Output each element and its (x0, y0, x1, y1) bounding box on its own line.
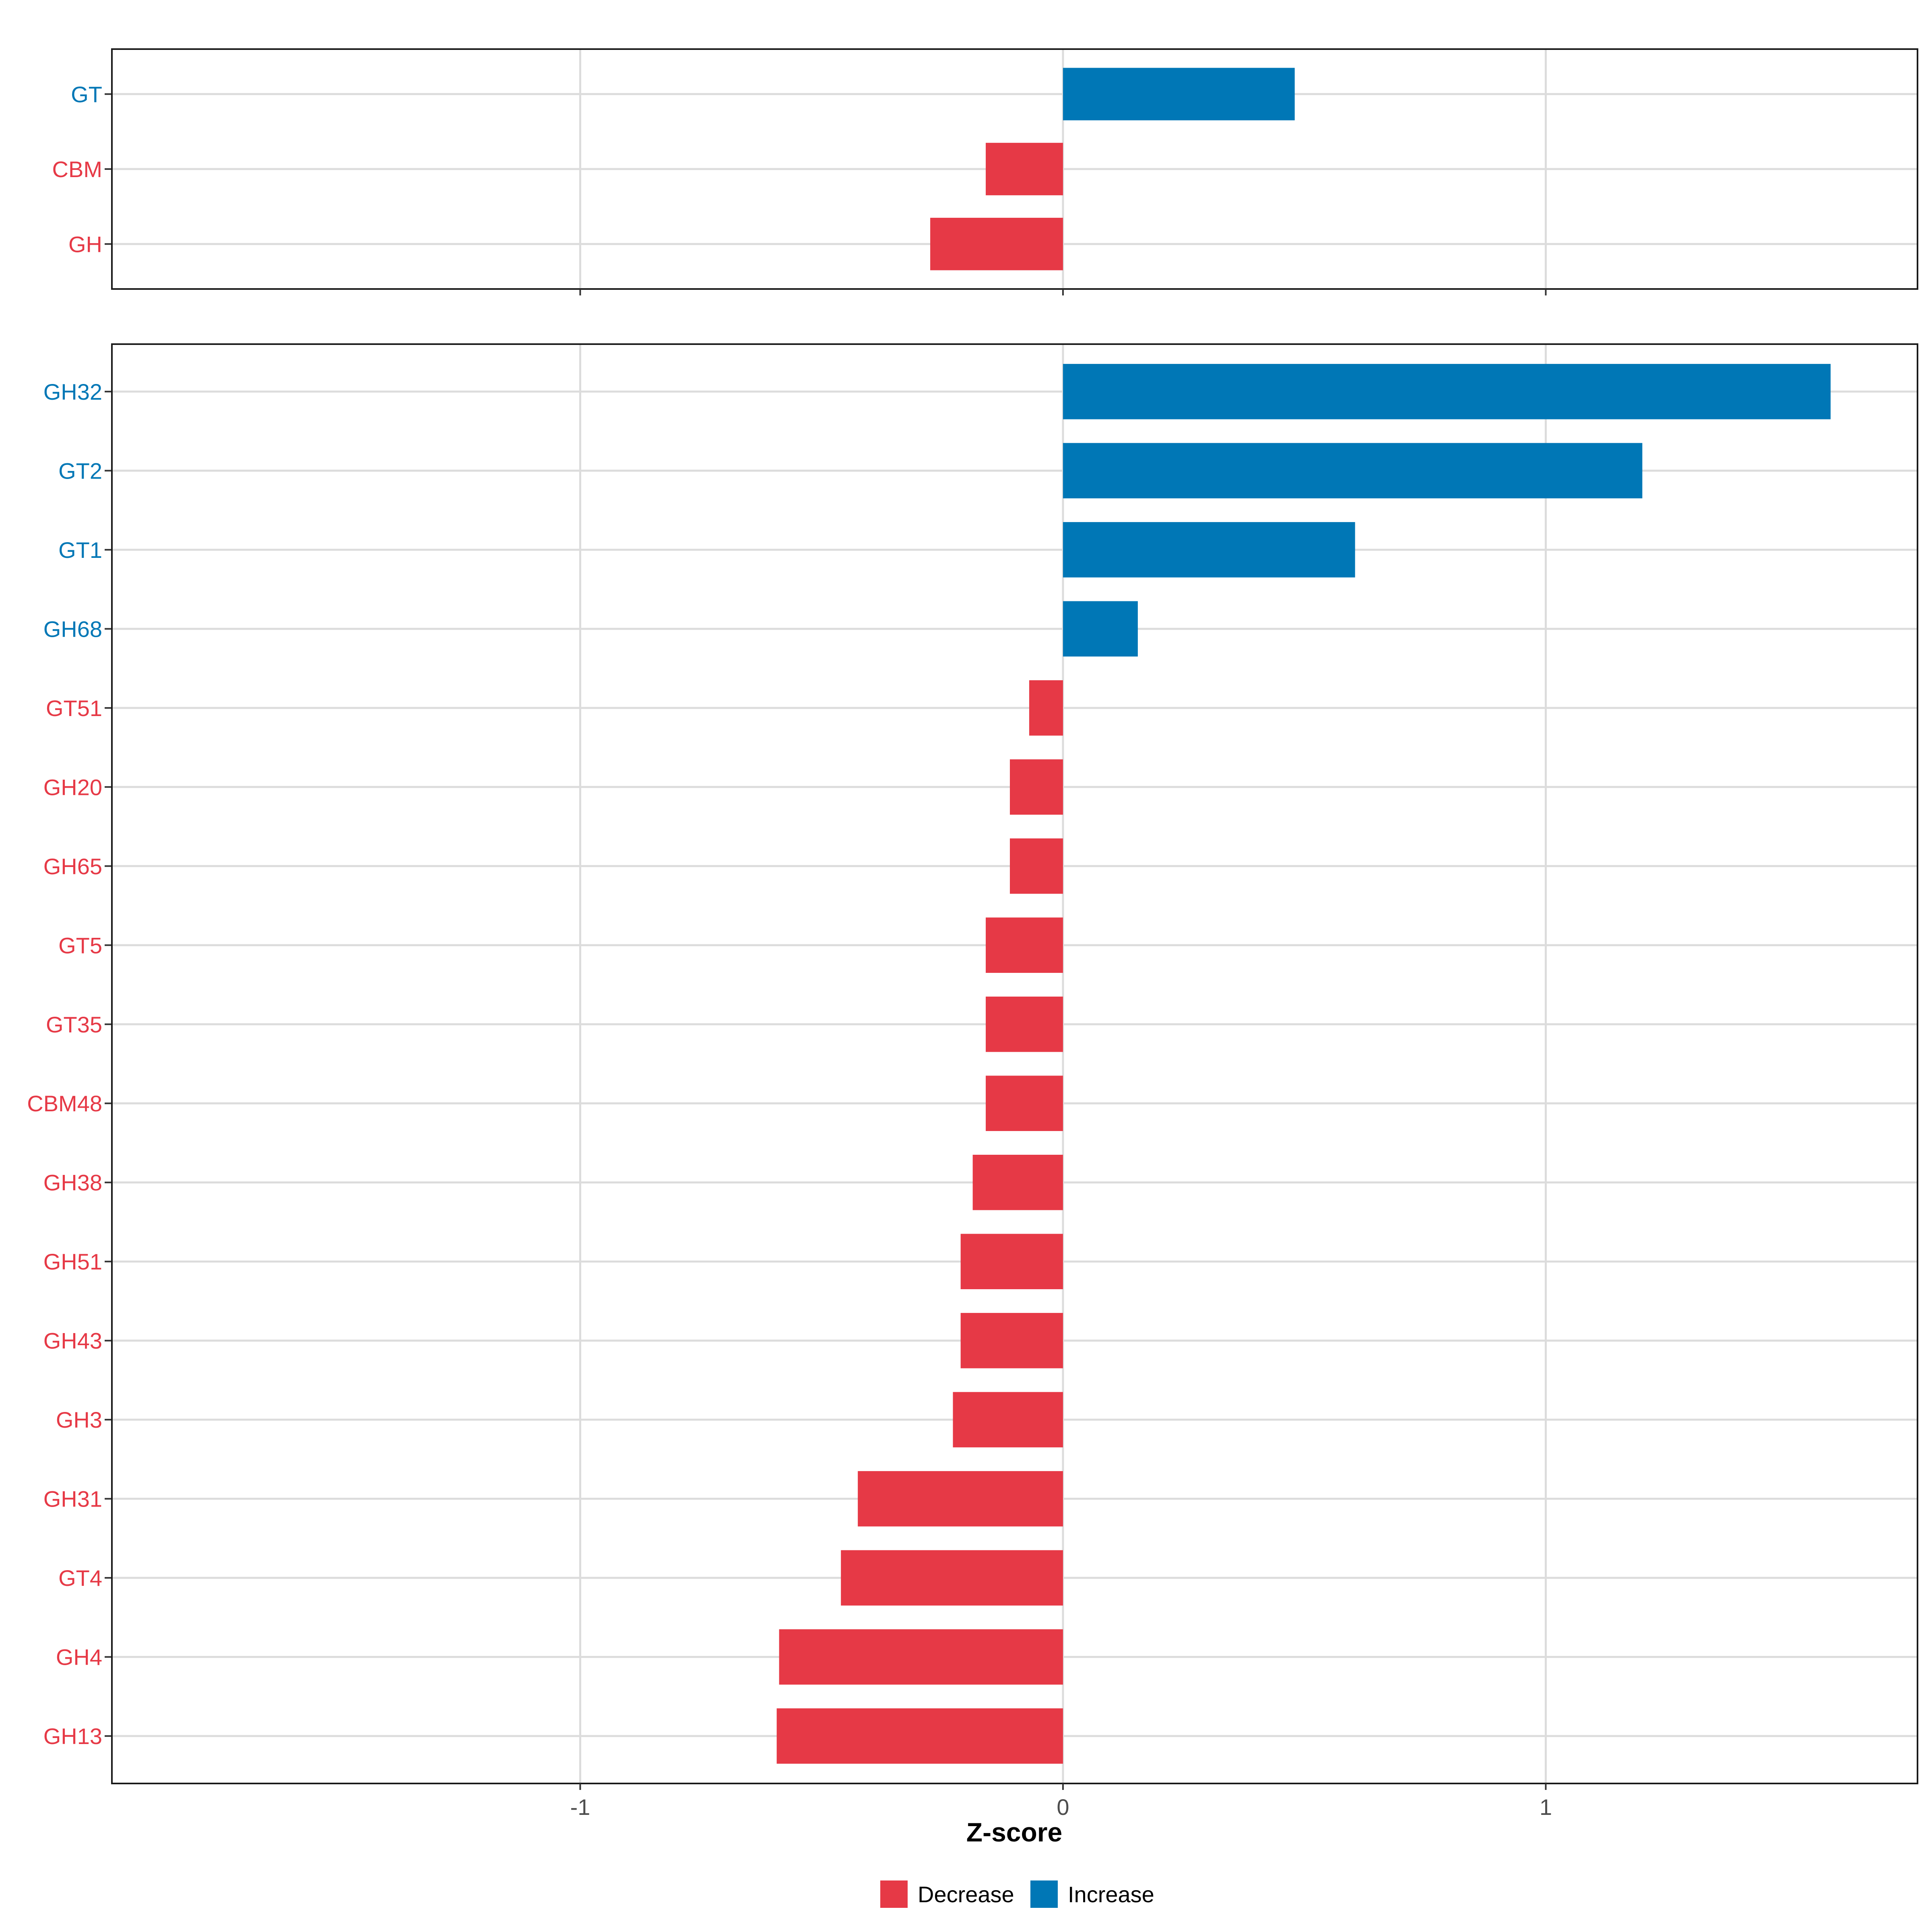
panel-border (111, 48, 1918, 290)
y-tick-label: GT2 (58, 458, 102, 483)
y-tick-label: GH13 (43, 1724, 102, 1749)
y-tick-label: GH51 (43, 1249, 102, 1274)
bar-gh38 (972, 1154, 1063, 1210)
bar-gh31 (858, 1471, 1063, 1527)
y-tick-label: GH3 (56, 1407, 102, 1432)
y-tick-label: GH65 (43, 854, 102, 879)
panel-border (111, 343, 1918, 1784)
bar-gh68 (1063, 601, 1138, 657)
y-tick-label: GT35 (46, 1012, 102, 1037)
y-tick-label: GH43 (43, 1328, 102, 1354)
bar-gh65 (1010, 838, 1063, 894)
y-tick-label: GH20 (43, 774, 102, 800)
bar-gt4 (841, 1550, 1063, 1606)
bar-gh51 (960, 1234, 1063, 1289)
legend-label-decrease: Decrease (918, 1882, 1014, 1907)
y-tick-label: GH31 (43, 1486, 102, 1512)
bar-cbm48 (986, 1075, 1063, 1131)
y-tick-label: GH4 (56, 1645, 102, 1670)
bar-gt51 (1029, 680, 1063, 736)
bar-gh13 (776, 1708, 1063, 1764)
x-tick-label: 0 (1057, 1794, 1069, 1820)
x-tick-label: 1 (1540, 1794, 1552, 1820)
bar-gt2 (1063, 443, 1643, 499)
bar-gh (930, 218, 1063, 270)
y-tick-label: GT4 (58, 1565, 102, 1591)
bar-gt35 (986, 996, 1063, 1052)
bar-cbm (986, 142, 1063, 196)
y-tick-label: CBM48 (27, 1091, 102, 1116)
y-tick-label: GT (71, 82, 102, 107)
bar-gh4 (779, 1629, 1063, 1685)
y-tick-label: GH68 (43, 616, 102, 642)
y-tick-label: GT5 (58, 933, 102, 958)
y-tick-label: GH (68, 231, 102, 257)
legend-key-decrease (880, 1880, 908, 1908)
bar-gt1 (1063, 522, 1355, 578)
y-tick-label: GH32 (43, 379, 102, 405)
x-tick-label: -1 (570, 1794, 590, 1820)
legend: Decrease Increase (880, 1880, 1154, 1908)
legend-label-increase: Increase (1068, 1882, 1154, 1907)
y-tick-label: GT51 (46, 696, 102, 721)
bar-gt5 (986, 917, 1063, 973)
bar-gh32 (1063, 364, 1831, 419)
bar-gh3 (953, 1392, 1063, 1447)
bar-gh20 (1010, 759, 1063, 815)
bar-gt (1063, 68, 1295, 120)
panel-class: GT CBM GH (52, 48, 1918, 295)
bar-gh43 (960, 1313, 1063, 1368)
y-tick-label: CBM (52, 157, 102, 182)
y-tick-label: GT1 (58, 537, 102, 563)
legend-key-increase (1030, 1880, 1058, 1908)
y-tick-label: GH38 (43, 1170, 102, 1195)
x-axis-title: Z-score (966, 1817, 1062, 1847)
panel-family: GH32 GT2 GT1 GH68 GT51 GH20 GH65 GT5 GT35 CBM48 GH… (27, 343, 1918, 1790)
